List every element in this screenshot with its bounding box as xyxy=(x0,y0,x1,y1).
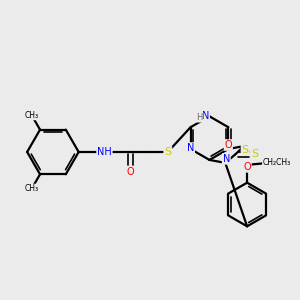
Text: S: S xyxy=(251,149,259,160)
Text: N: N xyxy=(202,111,209,121)
Text: O: O xyxy=(126,167,134,177)
Text: O: O xyxy=(224,140,232,150)
Text: H: H xyxy=(196,113,203,122)
Text: N: N xyxy=(187,143,194,153)
Text: CH₂CH₃: CH₂CH₃ xyxy=(263,158,291,167)
Text: CH₃: CH₃ xyxy=(25,184,39,194)
Text: S: S xyxy=(164,147,171,157)
Text: CH₃: CH₃ xyxy=(25,111,39,120)
Text: O: O xyxy=(243,162,251,172)
Text: NH: NH xyxy=(97,147,112,157)
Text: S: S xyxy=(242,145,249,155)
Text: N: N xyxy=(223,154,230,164)
